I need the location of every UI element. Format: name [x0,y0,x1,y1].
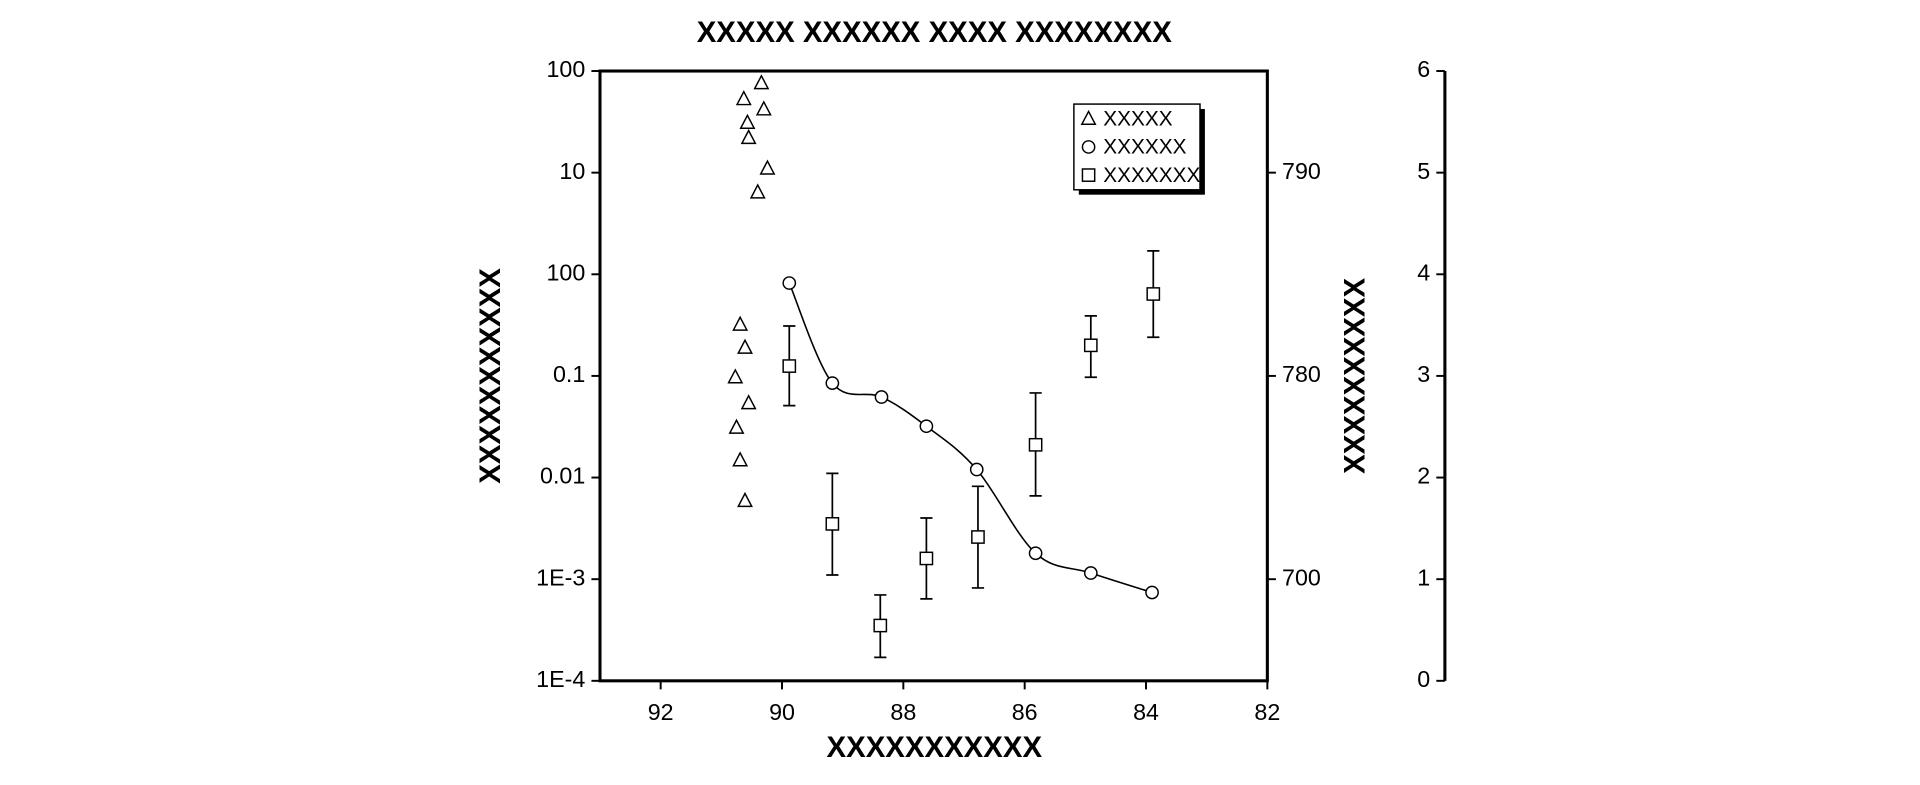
circle-marker [1145,585,1159,600]
y-tick-label: 100 [547,259,586,285]
y3-tick-label: 1 [1417,564,1430,590]
circle-marker [1083,566,1098,580]
triangle-marker [740,128,757,145]
triangle-marker [728,418,745,434]
legend-label: XXXXXXX [1103,164,1200,187]
square-marker [873,618,888,633]
y-tick-label: 10 [559,158,585,184]
circle-marker [825,376,840,390]
legend-label: XXXXXX [1103,136,1186,159]
triangle-marker [732,315,749,331]
circle-marker [874,390,889,404]
x-tick-label: 90 [769,699,795,725]
square-marker [919,551,934,566]
y3-tick-label: 2 [1417,463,1430,489]
circle-marker [782,276,797,290]
triangle-marker [753,74,770,90]
y-axis-label: XXXXXXXXXXX [474,268,507,484]
y3-tick-label: 0 [1417,666,1430,692]
triangle-marker [727,368,744,384]
square-marker [1083,338,1098,353]
y-tick-label: 100 [547,56,586,82]
y-tick-label: 1E-3 [536,564,585,590]
fit-line [788,282,1153,594]
square-marker [1028,437,1043,452]
y2-axis-label: XXXXXXXXXX [1339,278,1372,474]
square-marker [971,530,985,544]
square-marker [825,517,840,531]
x-axis-label: XXXXXXXXXXX [827,731,1043,764]
x-tick-label: 92 [648,699,674,725]
y3-tick-label: 6 [1417,56,1430,82]
legend-marker [1081,168,1096,182]
x-tick-label: 86 [1012,699,1038,725]
circle-marker [969,462,984,477]
triangle-marker [739,113,756,129]
y-tick-label: 1E-4 [536,666,585,692]
y2-tick-label: 790 [1282,158,1321,184]
circle-marker [919,419,934,434]
chart-title: XXXXX XXXXXX XXXX XXXXXXXX [697,16,1173,49]
triangle-marker [737,491,753,508]
x-tick-label: 84 [1133,699,1159,725]
triangle-marker [737,338,753,354]
triangle-marker [759,159,776,175]
triangle-marker [735,90,752,106]
y3-tick-label: 5 [1417,158,1430,184]
x-tick-label: 88 [890,699,916,725]
x-tick-label: 82 [1254,699,1280,725]
y3-tick-label: 3 [1417,361,1430,387]
y-tick-label: 0.01 [540,463,585,489]
triangle-marker [749,183,766,199]
legend-marker [1080,109,1097,126]
y2-tick-label: 700 [1282,564,1321,590]
circle-marker [1028,546,1043,561]
legend-marker [1081,140,1096,154]
y3-tick-label: 4 [1417,259,1430,285]
y2-tick-label: 780 [1282,361,1321,387]
square-marker [1146,287,1161,301]
triangle-marker [732,451,749,467]
triangle-marker [755,100,772,116]
triangle-marker [740,394,757,410]
square-marker [782,359,797,373]
y-tick-label: 0.1 [553,361,585,387]
legend-label: XXXXX [1103,108,1172,131]
